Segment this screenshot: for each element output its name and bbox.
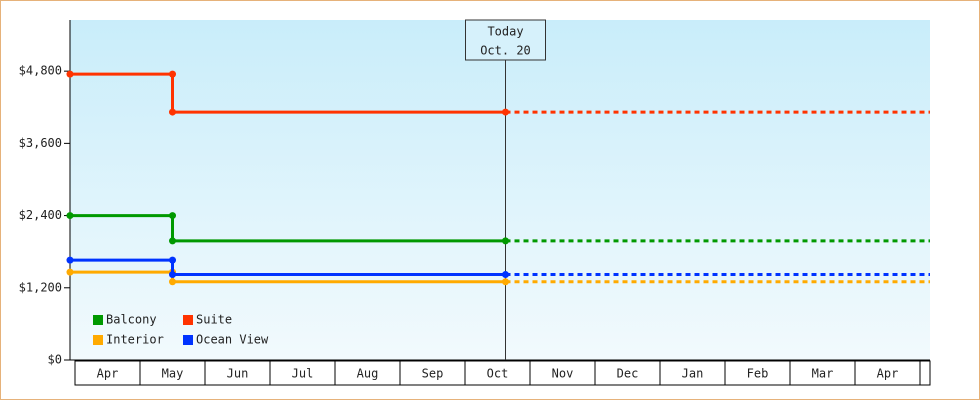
- marker: [169, 271, 176, 279]
- marker: [66, 256, 74, 264]
- month-box: [204, 360, 271, 386]
- y-tick-label: $0: [48, 353, 62, 367]
- marker: [502, 237, 509, 245]
- today-label: Oct. 20: [480, 44, 531, 58]
- x-tick-label: Mar: [812, 367, 834, 381]
- marker: [66, 212, 74, 220]
- month-box: [139, 360, 206, 386]
- x-tick-label: Apr: [97, 367, 119, 381]
- today-box: [465, 19, 546, 61]
- marker: [169, 278, 176, 286]
- marker: [502, 278, 509, 286]
- x-tick-label: Jun: [227, 367, 249, 381]
- x-tick-label: Feb: [747, 367, 769, 381]
- legend-swatch: [183, 335, 193, 345]
- marker: [502, 108, 509, 116]
- marker: [169, 256, 176, 264]
- marker: [169, 70, 176, 78]
- month-box: [74, 360, 141, 386]
- x-tick-label: Nov: [552, 367, 574, 381]
- x-tick-label: Aug: [357, 367, 379, 381]
- price-line: [70, 72, 506, 114]
- legend-swatch: [93, 335, 103, 345]
- legend-label: Interior: [106, 333, 164, 347]
- today-label: Today: [487, 25, 523, 39]
- marker: [169, 108, 176, 116]
- marker: [169, 237, 176, 245]
- y-tick-label: $2,400: [19, 208, 62, 222]
- month-box: [789, 360, 856, 386]
- x-tick-label: Sep: [422, 367, 444, 381]
- month-box: [334, 360, 401, 386]
- legend-label: Ocean View: [196, 333, 269, 347]
- x-tick-label: May: [162, 367, 184, 381]
- month-box: [269, 360, 336, 386]
- y-tick-label: $1,200: [19, 280, 62, 294]
- x-tick-label: Apr: [877, 367, 899, 381]
- month-box: [854, 360, 921, 386]
- x-tick-label: Dec: [617, 367, 639, 381]
- y-tick-label: $4,800: [19, 64, 62, 78]
- y-tick-label: $3,600: [19, 136, 62, 150]
- marker: [66, 70, 74, 78]
- month-box: [659, 360, 726, 386]
- plot-area: [70, 20, 930, 360]
- marker: [66, 268, 74, 276]
- month-box: [529, 360, 596, 386]
- legend-label: Balcony: [106, 313, 157, 327]
- price-line: [70, 214, 506, 243]
- marker: [169, 212, 176, 220]
- x-tick-label: Jan: [682, 367, 704, 381]
- marker: [502, 271, 509, 279]
- legend-swatch: [183, 315, 193, 325]
- x-tick-label: Jul: [292, 367, 314, 381]
- x-tick-label: Oct: [487, 367, 509, 381]
- legend-label: Suite: [196, 313, 232, 327]
- legend-swatch: [93, 315, 103, 325]
- month-box: [919, 360, 931, 386]
